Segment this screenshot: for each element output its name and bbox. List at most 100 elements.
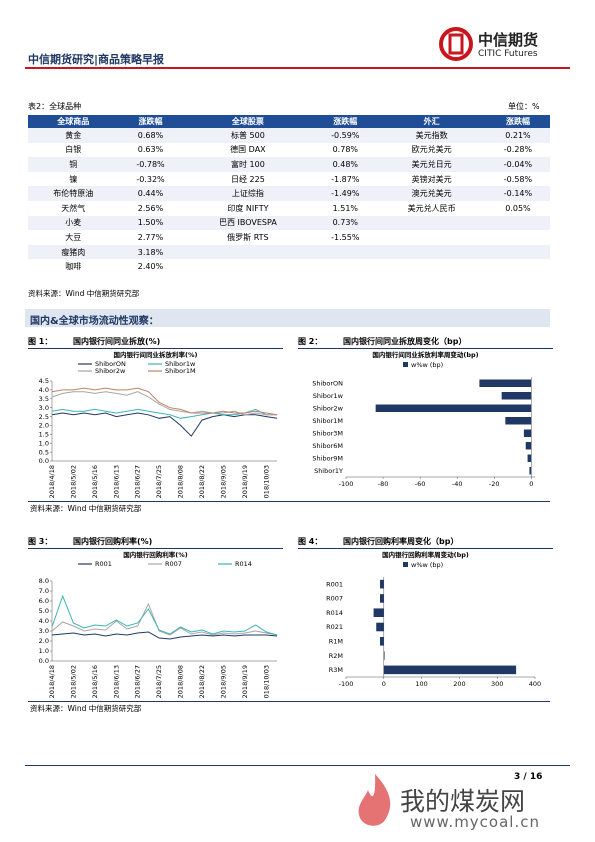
y-tick-label: 6.0 [39, 597, 49, 605]
legend-swatch [403, 362, 408, 367]
x-tick-label: 2018/7/25 [155, 665, 163, 698]
table-cell [377, 230, 486, 245]
table-cell: -1.87% [331, 174, 360, 184]
legend-label: w%w (bp) [411, 561, 443, 569]
x-tick-label: 2018/6/27 [134, 665, 142, 698]
x-tick-label: -60 [415, 480, 426, 488]
header-row: 全球商品 涨跌幅 全球股票 涨跌幅 外汇 涨跌幅 [28, 115, 550, 128]
figure-source: 资料来源：Wind 中信期货研究部 [30, 704, 142, 713]
x-tick-label: -20 [489, 480, 500, 488]
x-tick-label: 400 [529, 680, 541, 688]
table-row: 黄金 0.68% 标普 500 -0.59% 美元指数 0.21% [28, 128, 550, 143]
table-cell: 日经 225 [231, 174, 265, 184]
x-tick-label: 2018/9/05 [219, 465, 227, 498]
table-cell: 0.78% [332, 145, 359, 155]
x-tick-label: 2018/4/18 [48, 465, 56, 498]
bar [380, 637, 384, 646]
column-header: 涨跌幅 [485, 115, 550, 128]
table-row: 镍 -0.32% 日经 225 -1.87% 英镑对美元 -0.58% [28, 172, 550, 187]
bar [380, 594, 384, 603]
table-cell: 瘦猪肉 [28, 244, 119, 260]
y-tick-label: Shibor1Y [314, 467, 343, 475]
table-cell: 天然气 [61, 203, 86, 213]
table-cell: -1.49% [313, 186, 378, 201]
table-cell: 0.48% [313, 157, 378, 172]
y-tick-label: 4.0 [39, 386, 49, 394]
table-cell: 美元指数 [377, 128, 486, 143]
table-row: 白银 0.63% 德国 DAX 0.78% 欧元兑美元 -0.28% [28, 143, 550, 158]
table-row: 大豆 2.77% 俄罗斯 RTS -1.55% [28, 230, 550, 245]
x-tick-label: 2018/6/13 [112, 465, 120, 498]
x-tick-label: 2018/7/25 [155, 465, 163, 498]
y-tick-label: 2.0 [39, 637, 49, 645]
table-caption: 表2：全球品种 [28, 102, 82, 111]
section-title: 国内&全球市场流动性观察： [30, 316, 159, 327]
y-tick-label: R1M [329, 637, 343, 645]
table-row: 布伦特原油 0.44% 上证综指 -1.49% 澳元兑美元 -0.14% [28, 186, 550, 201]
table-cell: 0.63% [137, 145, 164, 155]
y-tick-label: 0.0 [39, 657, 49, 665]
table-cell: 欧元兑美元 [411, 145, 452, 155]
table-cell: 富时 100 [182, 157, 314, 172]
table-row: 瘦猪肉 3.18% [28, 244, 550, 260]
figure-source-rule [28, 701, 550, 702]
column-header: 全球股票 [182, 115, 314, 128]
bar [527, 454, 532, 462]
figure-caption: 国内银行间同业拆放(%) [73, 337, 161, 346]
chart: 国内银行间同业拆放利率(%)ShiborON Shibor1w Shibor2w Sh… [39, 350, 278, 499]
figure-caption: 国内银行间同业拆放周变化（bp） [343, 337, 467, 346]
table-cell: 小麦 [28, 215, 119, 231]
series-line [51, 412, 278, 437]
chart-title: 国内银行间同业拆放利率周变动(bp) [372, 350, 478, 359]
table-cell: 0.68% [118, 128, 183, 143]
table-cell [182, 244, 314, 260]
legend-label: w%w (bp) [411, 361, 443, 369]
y-tick-label: 1.0 [39, 439, 49, 447]
y-tick-label: 3.5 [39, 395, 49, 403]
y-tick-label: 8.0 [39, 577, 49, 585]
table-source: 资料来源：Wind 中信期货研究部 [28, 289, 140, 298]
chart: 国内银行回购利率周变动(bp) w%w (bp) -100 0 100 200 300 400… [326, 550, 541, 688]
bar [529, 467, 532, 475]
table-cell [485, 244, 550, 260]
y-tick-label: Shibor2w [313, 404, 344, 412]
x-tick-label: -100 [339, 480, 354, 488]
x-tick-label: -80 [378, 480, 389, 488]
y-tick-label: 7.0 [39, 587, 49, 595]
table-cell [313, 259, 377, 274]
table-cell [486, 230, 550, 245]
y-tick-label: 5.0 [39, 607, 49, 615]
legend-label: R001 [95, 560, 112, 568]
table-cell: 0.73% [313, 215, 378, 231]
table-cell: 白银 [65, 145, 82, 155]
table-cell: -0.59% [313, 128, 378, 143]
y-tick-label: 2.0 [39, 422, 49, 430]
x-tick-label: 2018/6/27 [134, 465, 142, 498]
figure-label: 图 4： [298, 536, 553, 549]
bar [479, 379, 532, 387]
table-cell: 俄罗斯 RTS [227, 232, 269, 242]
table-cell: 3.18% [118, 244, 183, 260]
legend-label: R007 [165, 560, 182, 568]
table-cell: 英镑对美元 [411, 174, 452, 184]
y-tick-label: R001 [326, 580, 343, 588]
chart: 国内银行回购利率(%) R001 R007 R014 0.0 1.0 2.0 3.0 4.0 5.… [39, 550, 278, 699]
y-tick-label: 0.5 [39, 448, 49, 456]
header-title: 中信期货研究|商品策略早报 [28, 53, 165, 66]
figure-label: 图 3： [28, 536, 283, 549]
table-cell [485, 215, 550, 231]
series-line [51, 631, 278, 640]
table-cell: -0.78% [118, 157, 183, 172]
y-tick-label: Shibor9M [312, 454, 343, 462]
bar [505, 417, 532, 425]
table-cell: 0.05% [505, 203, 531, 213]
bar [501, 392, 532, 400]
x-tick-label: -100 [339, 680, 354, 688]
table-cell: -1.55% [331, 232, 360, 242]
table-cell: 2.56% [137, 203, 164, 213]
table-cell: 1.51% [332, 203, 359, 213]
x-tick-label: 2018/8/08 [177, 465, 185, 498]
x-tick-label: 2018/9/05 [219, 665, 227, 698]
figure-caption: 国内银行回购利率周变化（bp） [343, 537, 459, 546]
